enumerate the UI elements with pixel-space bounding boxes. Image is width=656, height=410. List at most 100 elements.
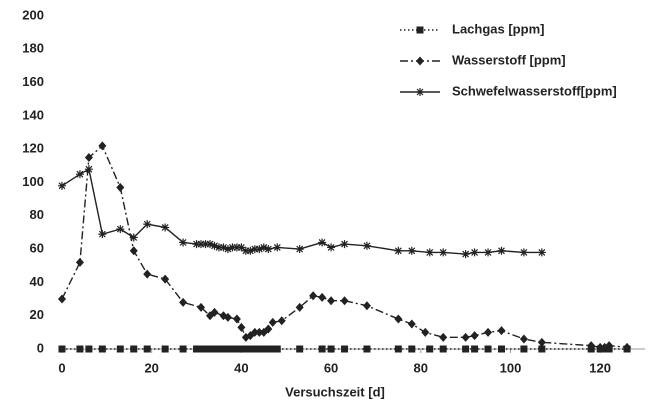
- marker: [497, 345, 505, 353]
- marker: [246, 345, 254, 353]
- marker: [237, 345, 245, 353]
- marker: [362, 241, 371, 250]
- marker: [197, 302, 206, 312]
- marker: [116, 345, 124, 353]
- marker: [318, 238, 327, 247]
- marker: [161, 223, 170, 232]
- marker: [425, 248, 434, 257]
- marker: [623, 342, 632, 352]
- y-tick-label: 140: [22, 107, 44, 122]
- x-tick-label: 0: [58, 360, 65, 375]
- marker: [394, 314, 403, 324]
- y-tick-label: 200: [22, 7, 44, 22]
- marker: [296, 345, 304, 353]
- marker: [497, 326, 506, 336]
- marker: [193, 345, 201, 353]
- x-tick-label: 40: [234, 360, 248, 375]
- marker: [206, 345, 214, 353]
- marker: [116, 225, 125, 234]
- marker: [259, 243, 268, 252]
- marker: [241, 246, 250, 255]
- marker: [179, 345, 187, 353]
- x-tick-label: 20: [144, 360, 158, 375]
- marker: [210, 241, 219, 250]
- marker: [233, 345, 241, 353]
- legend-label: Wasserstoff [ppm]: [452, 52, 566, 67]
- marker: [210, 307, 219, 317]
- marker: [341, 345, 349, 353]
- marker: [58, 345, 66, 353]
- marker: [237, 322, 246, 332]
- marker: [327, 345, 335, 353]
- legend-label: Lachgas [ppm]: [452, 21, 544, 36]
- marker: [232, 314, 241, 324]
- marker: [327, 243, 336, 252]
- marker: [143, 345, 151, 353]
- marker: [219, 243, 228, 252]
- marker: [84, 165, 93, 174]
- marker: [228, 243, 237, 252]
- marker: [484, 327, 493, 337]
- marker: [210, 345, 218, 353]
- legend-label: Schwefelwasserstoff[ppm]: [452, 83, 617, 98]
- marker: [223, 245, 232, 254]
- marker: [228, 345, 236, 353]
- marker: [277, 316, 286, 326]
- marker: [426, 345, 434, 353]
- marker: [340, 240, 349, 249]
- marker: [470, 331, 479, 341]
- marker: [470, 248, 479, 257]
- marker: [362, 301, 371, 311]
- marker: [197, 345, 205, 353]
- marker: [537, 337, 546, 347]
- marker: [75, 257, 84, 267]
- marker: [484, 345, 492, 353]
- marker: [242, 345, 250, 353]
- marker: [484, 248, 493, 257]
- marker: [264, 324, 273, 334]
- x-tick-label: 60: [324, 360, 338, 375]
- marker: [224, 345, 232, 353]
- marker: [98, 230, 107, 239]
- marker: [461, 332, 470, 342]
- marker: [219, 345, 227, 353]
- marker: [538, 345, 546, 353]
- marker: [520, 345, 528, 353]
- marker: [201, 240, 210, 249]
- marker: [268, 317, 277, 327]
- marker: [237, 243, 246, 252]
- marker: [439, 248, 448, 257]
- marker: [179, 238, 188, 247]
- marker: [295, 302, 304, 312]
- marker: [407, 319, 416, 329]
- marker: [161, 345, 169, 353]
- marker: [98, 345, 106, 353]
- marker: [143, 269, 152, 279]
- marker: [85, 345, 93, 353]
- marker: [605, 341, 614, 351]
- marker: [596, 342, 605, 352]
- y-tick-label: 100: [22, 174, 44, 189]
- marker: [192, 240, 201, 249]
- y-tick-label: 60: [30, 241, 44, 256]
- marker: [161, 274, 170, 284]
- marker: [269, 345, 277, 353]
- marker: [232, 243, 241, 252]
- marker: [84, 153, 93, 163]
- marker: [439, 345, 447, 353]
- marker: [143, 220, 152, 229]
- marker: [251, 345, 259, 353]
- marker: [205, 240, 214, 249]
- marker: [327, 296, 336, 306]
- marker: [129, 233, 138, 242]
- legend-marker: [416, 26, 424, 34]
- x-axis-label: Versuchszeit [d]: [285, 384, 385, 399]
- marker: [363, 345, 371, 353]
- marker: [202, 345, 210, 353]
- marker: [255, 327, 264, 337]
- y-tick-label: 180: [22, 41, 44, 56]
- marker: [439, 332, 448, 342]
- marker: [587, 341, 596, 351]
- marker: [130, 345, 138, 353]
